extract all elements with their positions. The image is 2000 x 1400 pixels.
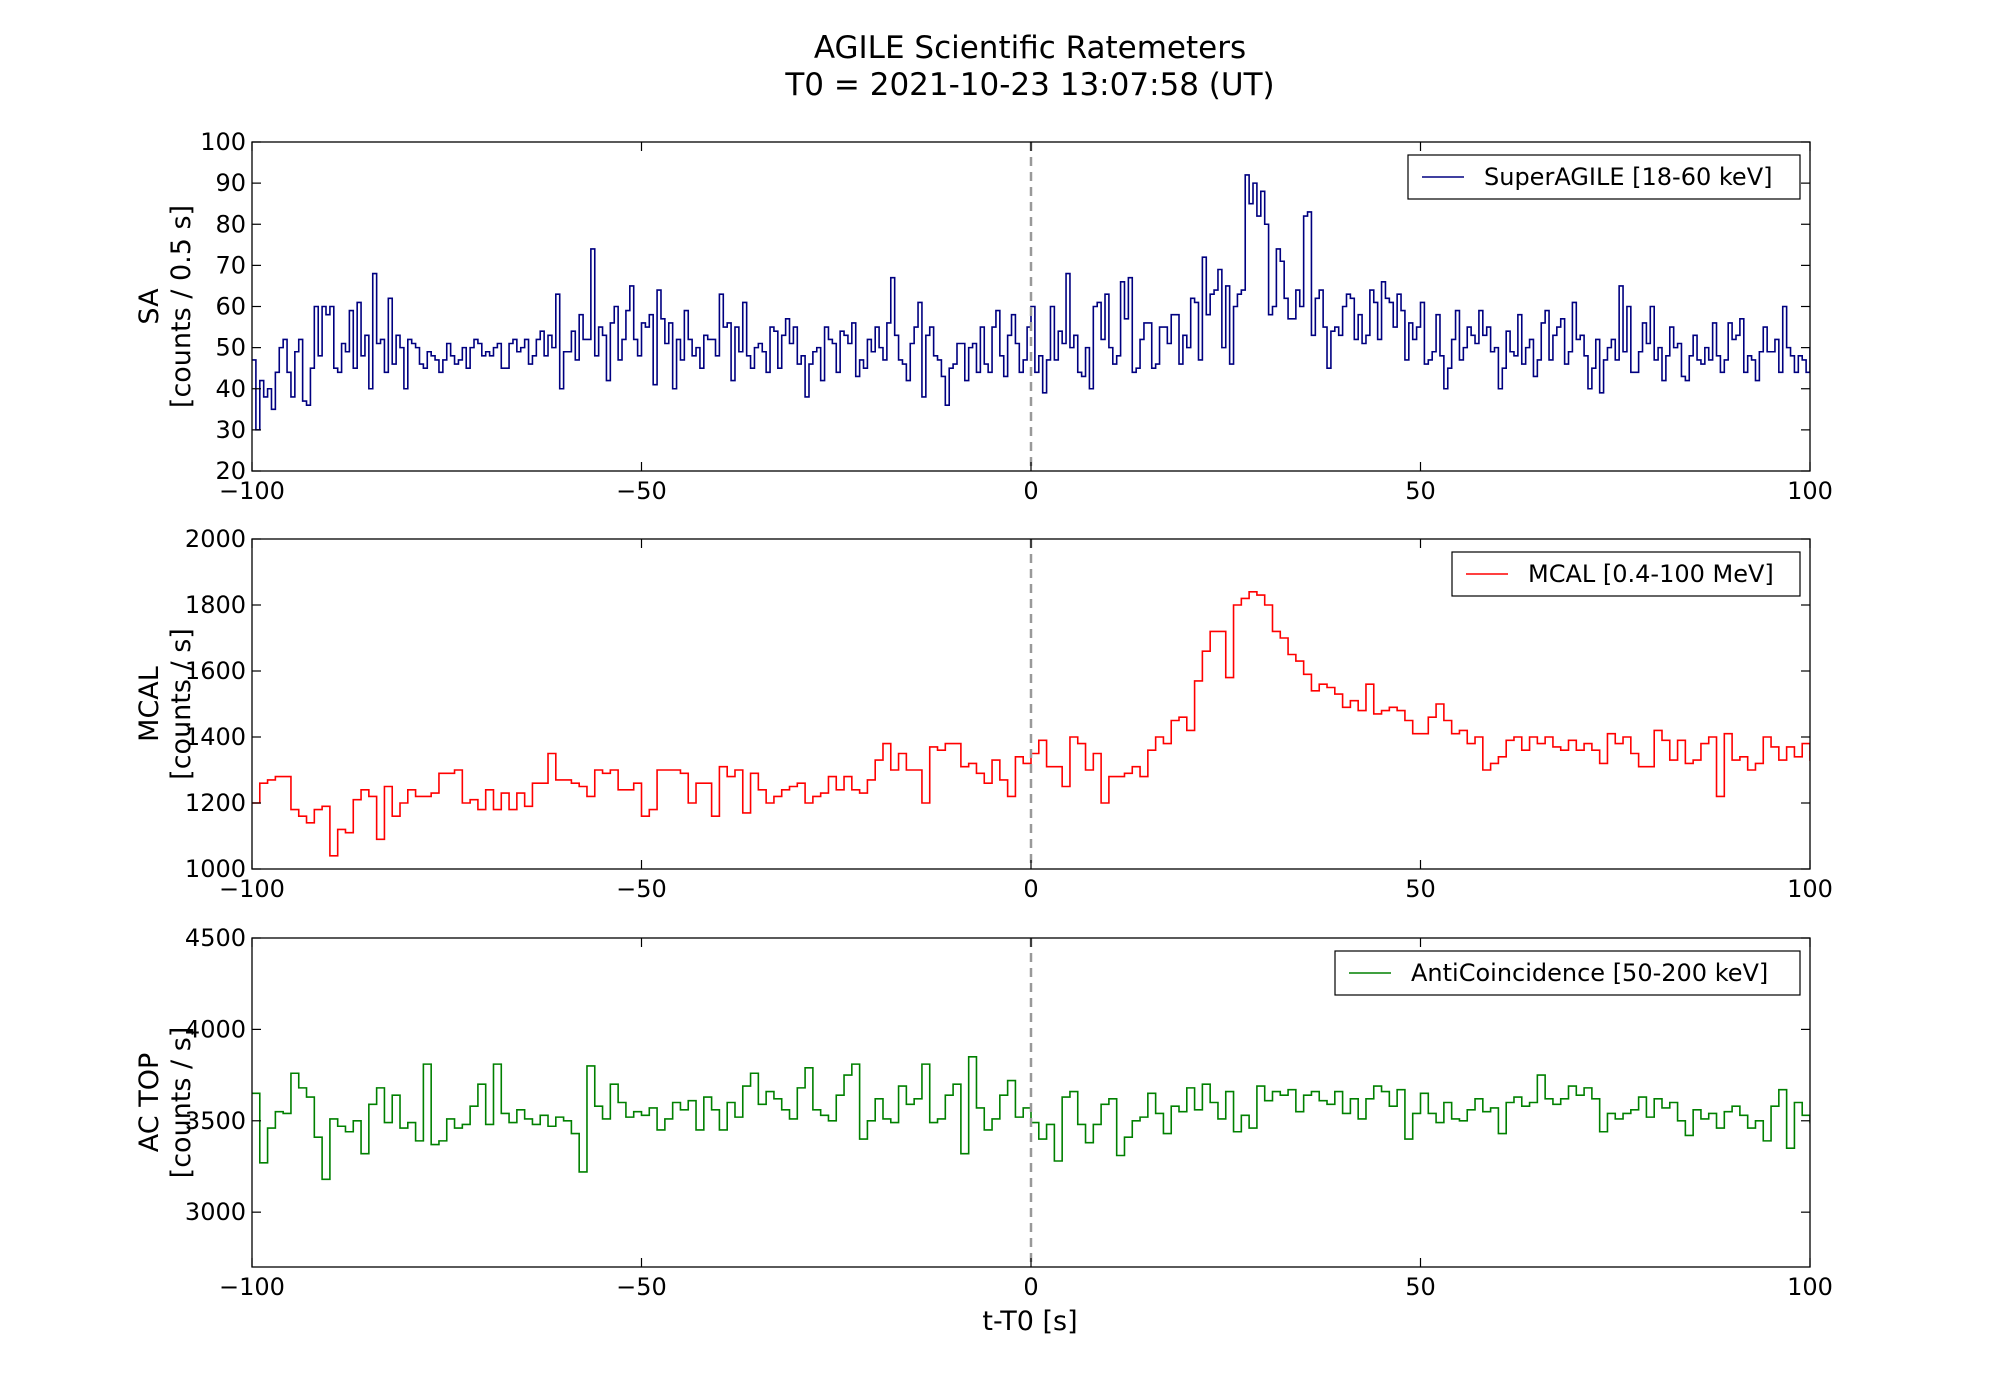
y-axis-label-line1: AC TOP: [134, 1053, 165, 1152]
y-axis-label-line2: [counts / s]: [166, 628, 197, 780]
y-tick-label: 2000: [185, 525, 246, 553]
x-tick-label: −100: [219, 477, 285, 505]
y-tick-label: 1600: [185, 657, 246, 685]
legend: MCAL [0.4-100 MeV]: [1451, 551, 1801, 597]
x-tick-label: 50: [1405, 875, 1436, 903]
y-tick-label: 80: [215, 210, 246, 238]
y-tick-label: 60: [215, 293, 246, 321]
y-tick-label: 30: [215, 416, 246, 444]
y-tick-label: 40: [215, 375, 246, 403]
y-tick-label: 4000: [185, 1015, 246, 1043]
x-tick-label: 0: [1023, 875, 1038, 903]
y-tick-label: 1800: [185, 591, 246, 619]
figure-title-line1: AGILE Scientific Ratemeters: [814, 30, 1246, 66]
figure-title-line2: T0 = 2021-10-23 13:07:58 (UT): [784, 67, 1274, 103]
series-line-1: [252, 174, 1810, 431]
y-tick-label: 4500: [185, 924, 246, 952]
chart-panel-2: −100 −50 0 50 100 1000 1200 1400 1600 1800 2000 MCA…: [134, 525, 1833, 903]
legend-box: [1451, 551, 1801, 597]
y-tick-label: 70: [215, 251, 246, 279]
y-tick-label: 90: [215, 169, 246, 197]
x-tick-label: −50: [616, 875, 667, 903]
x-tick-label: 50: [1405, 1273, 1436, 1301]
x-tick-label: −50: [616, 477, 667, 505]
x-tick-label: 0: [1023, 477, 1038, 505]
legend-entry: MCAL [0.4-100 MeV]: [1528, 560, 1774, 588]
x-tick-label: 100: [1787, 1273, 1833, 1301]
y-tick-label: 20: [215, 457, 246, 485]
y-axis-label-line1: SA: [134, 288, 165, 325]
chart-panel-1: −100 −50 0 50 100 20 30 40 50 60 70 80 90 100 SA [count…: [134, 128, 1833, 505]
x-tick-label: 100: [1787, 477, 1833, 505]
y-tick-label: 100: [200, 128, 246, 156]
legend-entry: SuperAGILE [18-60 keV]: [1484, 163, 1772, 191]
y-tick-label: 1200: [185, 789, 246, 817]
x-axis-label: t-T0 [s]: [982, 1306, 1077, 1337]
y-axis-label-line2: [counts / s]: [166, 1027, 197, 1179]
y-axis-label-line2: [counts / 0.5 s]: [166, 205, 197, 408]
y-axis-label-line1: MCAL: [134, 666, 165, 742]
legend-box: [1407, 154, 1801, 200]
x-tick-label: −100: [219, 875, 285, 903]
legend-entry: AntiCoincidence [50-200 keV]: [1411, 959, 1768, 987]
series-line-1: [252, 591, 1810, 857]
y-tick-label: 3000: [185, 1198, 246, 1226]
x-tick-label: −100: [219, 1273, 285, 1301]
legend: SuperAGILE [18-60 keV]: [1407, 154, 1801, 200]
legend-box: [1334, 950, 1801, 996]
y-tick-label: 1400: [185, 723, 246, 751]
y-tick-label: 1000: [185, 855, 246, 883]
y-tick-label: 50: [215, 334, 246, 362]
x-tick-label: 100: [1787, 875, 1833, 903]
series-line-1: [252, 1056, 1810, 1181]
x-tick-label: −50: [616, 1273, 667, 1301]
y-tick-label: 3500: [185, 1107, 246, 1135]
legend: AntiCoincidence [50-200 keV]: [1334, 950, 1801, 996]
chart-panel-3: −100 −50 0 50 100 3000 3500 4000 4500 AC TOP [coun…: [134, 924, 1833, 1301]
x-tick-label: 50: [1405, 477, 1436, 505]
x-tick-label: 0: [1023, 1273, 1038, 1301]
